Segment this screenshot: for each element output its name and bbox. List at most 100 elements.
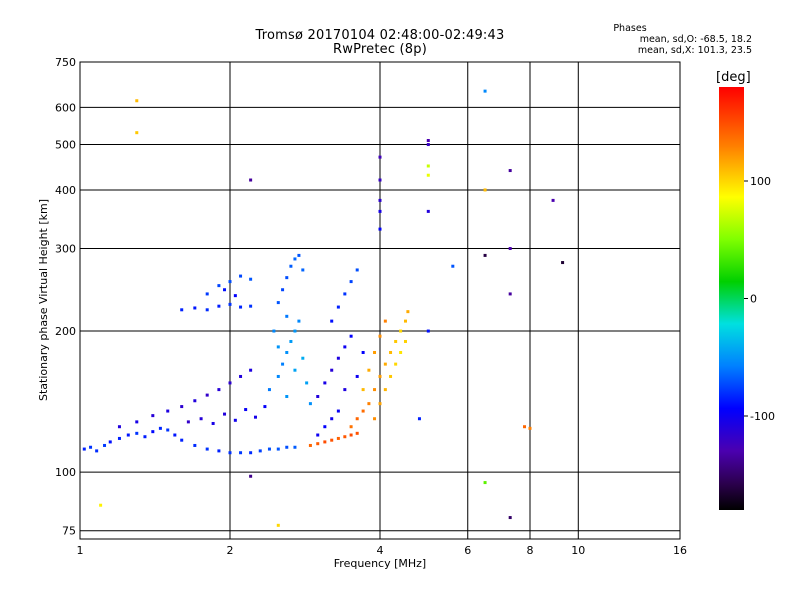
chart-title: Tromsø 20170104 02:48:00-02:49:43 <box>255 28 505 43</box>
stats-o-mode: mean, sd,O: -68.5, 18.2 <box>639 34 752 45</box>
y-tick-label: 100 <box>55 466 76 479</box>
colorbar-label: [deg] <box>716 70 751 85</box>
data-point <box>301 268 305 272</box>
data-point <box>551 198 555 202</box>
data-point <box>389 350 393 354</box>
data-point <box>378 198 382 202</box>
data-point <box>403 319 407 323</box>
data-point <box>483 481 487 485</box>
data-point <box>508 169 512 173</box>
data-point <box>249 368 253 372</box>
data-point <box>249 451 253 455</box>
data-point <box>249 277 253 281</box>
data-point <box>126 433 130 437</box>
data-point <box>95 449 99 453</box>
data-point <box>276 523 280 527</box>
data-point <box>293 329 297 333</box>
colorbar <box>719 87 744 510</box>
data-point <box>249 474 253 478</box>
data-point <box>403 339 407 343</box>
data-point <box>378 334 382 338</box>
data-point <box>483 253 487 257</box>
data-point <box>151 414 155 418</box>
data-point <box>99 503 103 507</box>
data-point <box>330 368 334 372</box>
data-point <box>281 288 285 292</box>
data-point <box>561 261 565 265</box>
data-point <box>426 173 430 177</box>
data-point <box>135 431 139 435</box>
data-point <box>249 178 253 182</box>
data-point <box>205 292 209 296</box>
data-point <box>343 292 347 296</box>
y-tick-label: 750 <box>55 56 76 69</box>
data-point <box>173 433 177 437</box>
data-point <box>276 447 280 451</box>
data-point <box>89 445 93 449</box>
stats-x-mode: mean, sd,X: 101.3, 23.5 <box>637 45 752 56</box>
data-point <box>276 345 280 349</box>
data-point <box>117 425 121 429</box>
x-tick-label: 8 <box>527 544 534 557</box>
data-point <box>205 447 209 451</box>
data-point <box>180 405 184 409</box>
data-point <box>323 440 327 444</box>
data-point <box>253 415 257 419</box>
data-point <box>330 417 334 421</box>
data-point <box>285 314 289 318</box>
data-point <box>308 443 312 447</box>
data-point <box>193 399 197 403</box>
x-tick-label: 16 <box>673 544 687 557</box>
data-point <box>151 430 155 434</box>
data-point <box>343 435 347 439</box>
data-point <box>158 426 162 430</box>
data-point <box>383 319 387 323</box>
grid-lines <box>79 61 681 539</box>
y-axis-ticks: 75 100 200 300 400 500 600 750 <box>55 56 76 538</box>
data-point <box>355 431 359 435</box>
data-point <box>383 362 387 366</box>
data-point <box>378 209 382 213</box>
data-point <box>426 329 430 333</box>
data-point <box>297 319 301 323</box>
y-tick-label: 500 <box>55 139 76 152</box>
data-point <box>233 294 237 298</box>
data-point <box>193 443 197 447</box>
data-point <box>135 99 139 103</box>
data-point <box>199 417 203 421</box>
colorbar-tick-label: 0 <box>750 293 757 306</box>
data-point <box>426 143 430 147</box>
data-point <box>330 319 334 323</box>
data-point <box>205 393 209 397</box>
y-tick-label: 75 <box>62 525 76 538</box>
data-point <box>211 421 215 425</box>
data-point <box>166 409 170 413</box>
colorbar-ticks: 100 0 -100 <box>744 175 775 423</box>
data-point <box>180 438 184 442</box>
data-points <box>82 89 565 527</box>
data-point <box>389 374 393 378</box>
data-point <box>394 339 398 343</box>
data-point <box>217 449 221 453</box>
data-point <box>378 402 382 406</box>
data-point <box>258 449 262 453</box>
y-axis-label: Stationary phase Virtual Height [km] <box>37 199 50 401</box>
data-point <box>239 374 243 378</box>
data-point <box>205 308 209 312</box>
data-point <box>305 381 309 385</box>
data-point <box>336 305 340 309</box>
data-point <box>361 388 365 392</box>
data-point <box>378 227 382 231</box>
y-tick-label: 600 <box>55 101 76 114</box>
data-point <box>417 417 421 421</box>
data-point <box>316 433 320 437</box>
data-point <box>361 350 365 354</box>
data-point <box>135 131 139 135</box>
data-point <box>289 339 293 343</box>
data-point <box>217 388 221 392</box>
x-tick-label: 6 <box>464 544 471 557</box>
data-point <box>289 264 293 268</box>
data-point <box>378 178 382 182</box>
data-point <box>336 436 340 440</box>
data-point <box>528 426 532 430</box>
